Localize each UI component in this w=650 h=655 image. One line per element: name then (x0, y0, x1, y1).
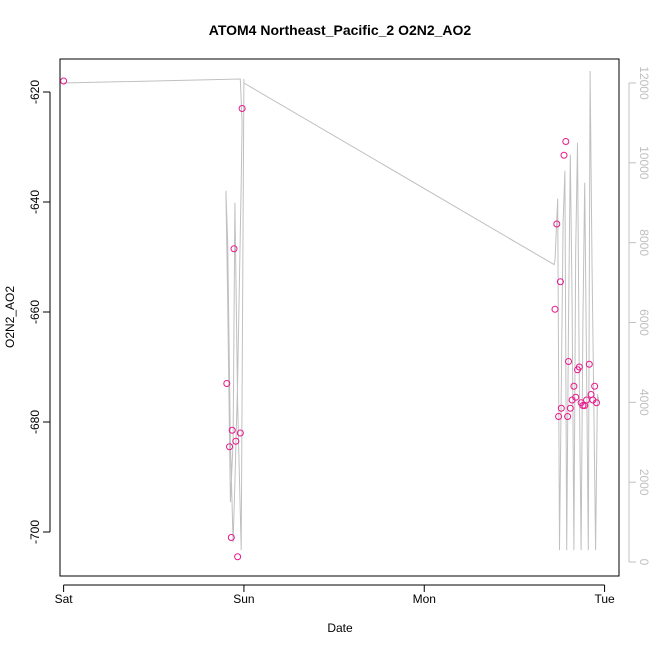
y-tick-label: -620 (28, 80, 42, 104)
data-point (553, 220, 561, 228)
x-axis-label: Date (327, 621, 353, 635)
data-point (592, 399, 600, 407)
data-point (230, 245, 238, 253)
x-tick-label: Sat (55, 592, 74, 606)
y2-tick-label: 2000 (637, 469, 650, 496)
x-tick-label: Tue (594, 592, 615, 606)
data-point (60, 77, 68, 85)
y2-tick-label: 4000 (637, 389, 650, 416)
marks-layer: Sat Sun Mon Tue -620 -640 -660 -680 -700 0 2000 400… (28, 66, 650, 606)
data-point (572, 393, 580, 401)
y-tick-label: -660 (28, 300, 42, 324)
data-point (223, 380, 231, 387)
y2-tick-label: 6000 (637, 309, 650, 336)
data-point (232, 437, 240, 445)
series-line (63, 70, 600, 551)
data-point (238, 105, 246, 112)
y2-tick-label: 10000 (637, 146, 650, 180)
y2-tick-label: 0 (637, 559, 650, 566)
y2-tick-label: 8000 (637, 229, 650, 256)
data-point (556, 278, 564, 286)
x-tick-label: Sun (233, 592, 254, 606)
data-point (560, 151, 568, 159)
y2-tick-label: 12000 (637, 66, 650, 100)
y-tick-label: -640 (28, 190, 42, 214)
plot-frame (59, 58, 620, 577)
data-point (566, 404, 574, 412)
data-point (551, 305, 559, 313)
data-point (562, 138, 570, 145)
chart-title: ATOM4 Northeast_Pacific_2 O2N2_AO2 (209, 22, 472, 38)
data-point (226, 443, 234, 451)
x-tick-label: Mon (413, 592, 436, 606)
y-axis-label: O2N2_AO2 (3, 286, 17, 348)
data-point (236, 429, 244, 437)
data-point (565, 358, 573, 365)
data-point (234, 553, 242, 561)
data-point (585, 360, 593, 368)
data-point (557, 404, 565, 412)
data-point (575, 363, 583, 371)
data-point (228, 426, 236, 434)
data-point (579, 402, 587, 409)
data-point (570, 382, 578, 390)
y-tick-label: -680 (28, 410, 42, 434)
y-tick-label: -700 (28, 520, 42, 544)
data-point (555, 413, 563, 420)
data-point (591, 382, 599, 390)
data-point (564, 413, 572, 420)
data-point (227, 534, 235, 541)
